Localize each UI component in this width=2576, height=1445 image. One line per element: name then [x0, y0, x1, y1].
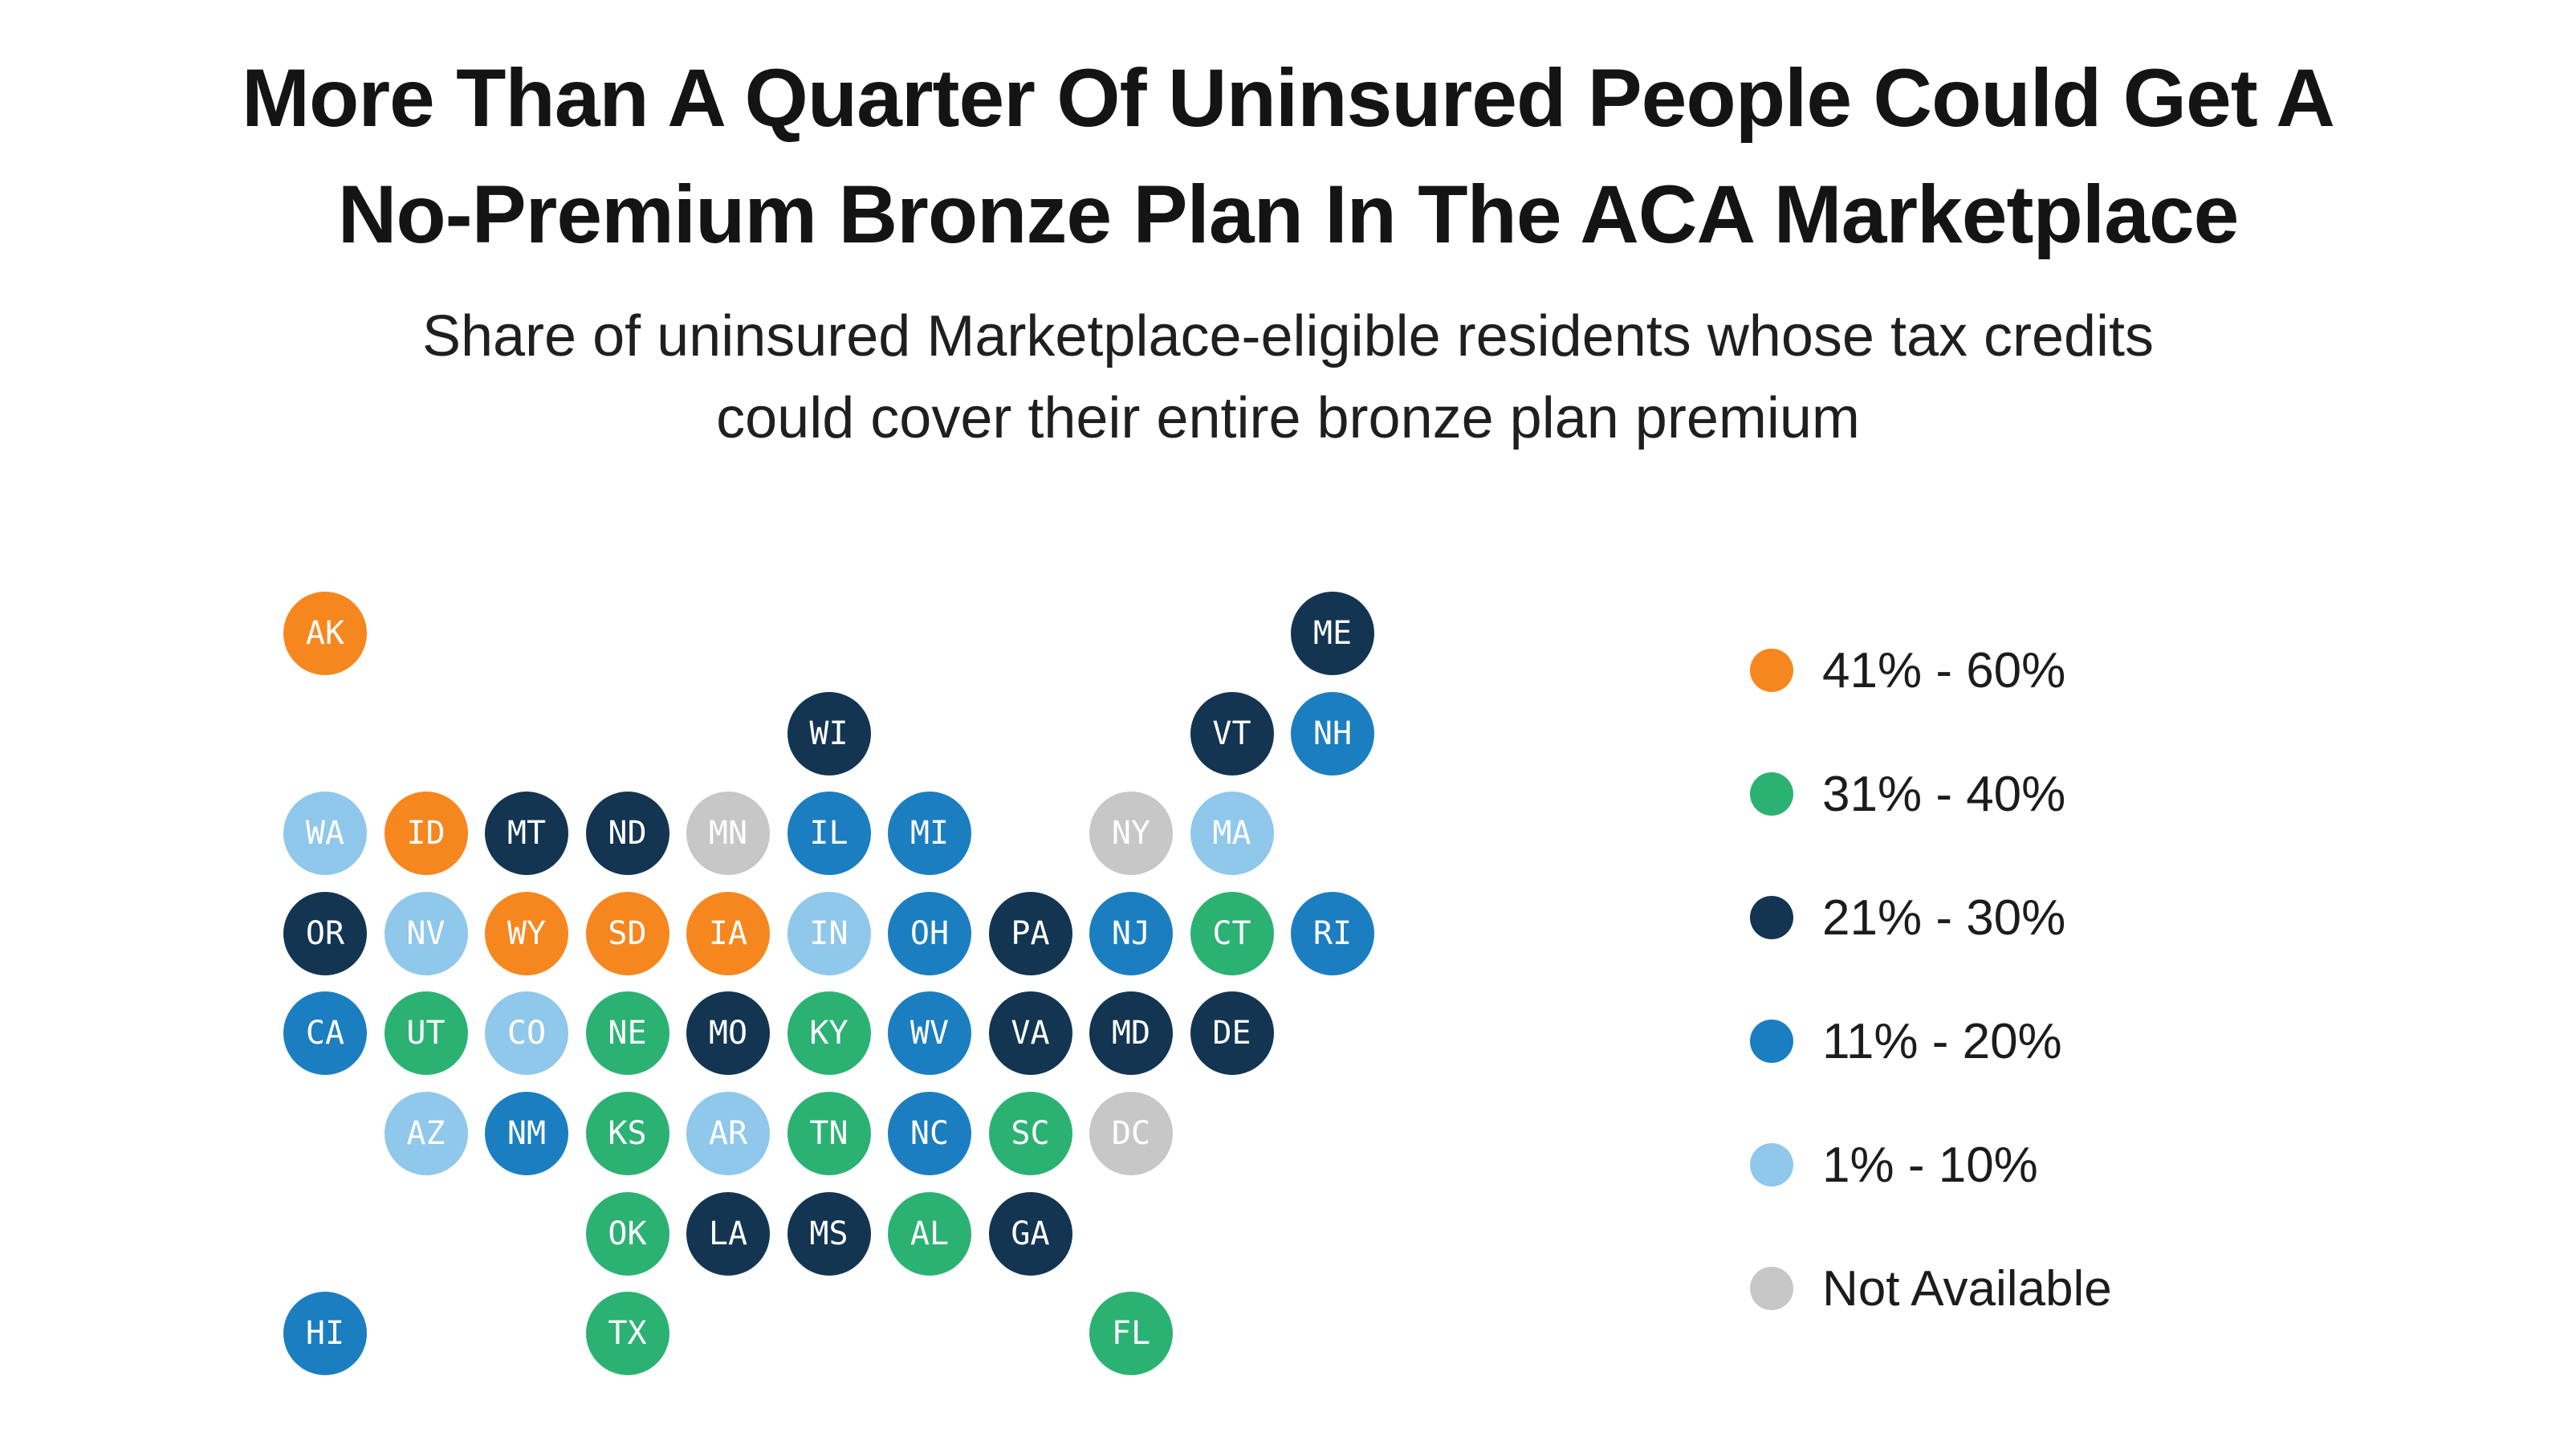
- state-tile-wv: WV: [888, 991, 971, 1076]
- state-tile-ma: MA: [1190, 792, 1274, 876]
- state-tile-ga: GA: [988, 1191, 1072, 1276]
- state-tile-va: VA: [988, 991, 1072, 1076]
- state-tile-la: LA: [686, 1191, 770, 1276]
- state-tile-ca: CA: [283, 991, 367, 1076]
- legend-dot-icon: [1750, 649, 1793, 692]
- chart-subtitle-line2: could cover their entire bronze plan pre…: [716, 385, 1860, 450]
- state-tile-nm: NM: [485, 1092, 568, 1175]
- state-tile-vt: VT: [1190, 691, 1274, 775]
- state-tile-mn: MN: [686, 792, 770, 876]
- legend-label: 41% - 60%: [1822, 642, 2066, 698]
- state-tile-mt: MT: [485, 792, 568, 876]
- legend-label: 21% - 30%: [1822, 889, 2066, 946]
- legend-dot-icon: [1750, 1267, 1793, 1310]
- chart-title-line1: More Than A Quarter Of Uninsured People …: [242, 52, 2335, 144]
- legend-item-41-60: 41% - 60%: [1750, 609, 2112, 732]
- legend-item-21-30: 21% - 30%: [1750, 856, 2112, 979]
- state-tile-md: MD: [1089, 991, 1173, 1076]
- state-tile-nh: NH: [1291, 691, 1374, 775]
- state-tile-nv: NV: [384, 891, 468, 975]
- state-tile-wa: WA: [283, 792, 367, 876]
- state-tile-sd: SD: [585, 891, 669, 975]
- state-tile-nj: NJ: [1089, 891, 1173, 975]
- chart-title: More Than A Quarter Of Uninsured People …: [0, 40, 2576, 273]
- state-tile-de: DE: [1190, 991, 1274, 1076]
- state-tile-oh: OH: [888, 891, 971, 975]
- state-tile-ny: NY: [1089, 792, 1173, 876]
- state-tile-ia: IA: [686, 891, 770, 975]
- legend-label: 11% - 20%: [1822, 1013, 2062, 1069]
- chart-subtitle: Share of uninsured Marketplace-eligible …: [0, 295, 2576, 459]
- state-tile-id: ID: [384, 792, 468, 876]
- legend-dot-icon: [1750, 772, 1793, 816]
- legend-item-31-40: 31% - 40%: [1750, 732, 2112, 856]
- state-tile-ak: AK: [283, 592, 367, 675]
- legend-label: 31% - 40%: [1822, 766, 2066, 822]
- state-tile-dc: DC: [1089, 1092, 1173, 1175]
- state-tile-in: IN: [787, 891, 871, 975]
- state-tile-sc: SC: [988, 1092, 1072, 1175]
- state-tile-ut: UT: [384, 991, 468, 1076]
- state-tile-az: AZ: [384, 1092, 468, 1175]
- state-tile-ne: NE: [585, 991, 669, 1076]
- state-tile-tx: TX: [585, 1292, 669, 1376]
- legend-item-1-10: 1% - 10%: [1750, 1103, 2112, 1227]
- legend-dot-icon: [1750, 1020, 1793, 1063]
- state-tile-ms: MS: [787, 1191, 871, 1276]
- state-tile-nc: NC: [888, 1092, 971, 1175]
- chart-subtitle-line1: Share of uninsured Marketplace-eligible …: [421, 303, 2155, 368]
- state-tile-mo: MO: [686, 991, 770, 1076]
- state-tile-fl: FL: [1089, 1292, 1173, 1376]
- state-tile-al: AL: [888, 1191, 971, 1276]
- state-tile-ri: RI: [1291, 891, 1374, 975]
- legend-dot-icon: [1750, 896, 1793, 939]
- legend-dot-icon: [1750, 1143, 1793, 1187]
- state-tile-pa: PA: [988, 891, 1072, 975]
- state-tile-ar: AR: [686, 1092, 770, 1175]
- state-tile-ok: OK: [585, 1191, 669, 1276]
- legend-label: Not Available: [1822, 1260, 2112, 1317]
- state-tile-wi: WI: [787, 691, 871, 775]
- state-tile-or: OR: [283, 891, 367, 975]
- state-tile-me: ME: [1291, 592, 1374, 675]
- legend: 41% - 60% 31% - 40% 21% - 30% 11% - 20% 1% -…: [1750, 609, 2112, 1350]
- state-tile-hi: HI: [283, 1292, 367, 1376]
- legend-label: 1% - 10%: [1822, 1137, 2038, 1193]
- legend-item-11-20: 11% - 20%: [1750, 979, 2112, 1103]
- state-tile-il: IL: [787, 792, 871, 876]
- state-tile-ct: CT: [1190, 891, 1274, 975]
- state-tile-ky: KY: [787, 991, 871, 1076]
- state-tile-mi: MI: [888, 792, 971, 876]
- chart-title-line2: No-Premium Bronze Plan In The ACA Market…: [337, 168, 2240, 260]
- state-tile-nd: ND: [585, 792, 669, 876]
- state-tile-co: CO: [485, 991, 568, 1076]
- chart-header: More Than A Quarter Of Uninsured People …: [0, 0, 2576, 459]
- legend-item-na: Not Available: [1750, 1227, 2112, 1350]
- state-tile-tn: TN: [787, 1092, 871, 1175]
- state-tile-wy: WY: [485, 891, 568, 975]
- state-tile-ks: KS: [585, 1092, 669, 1175]
